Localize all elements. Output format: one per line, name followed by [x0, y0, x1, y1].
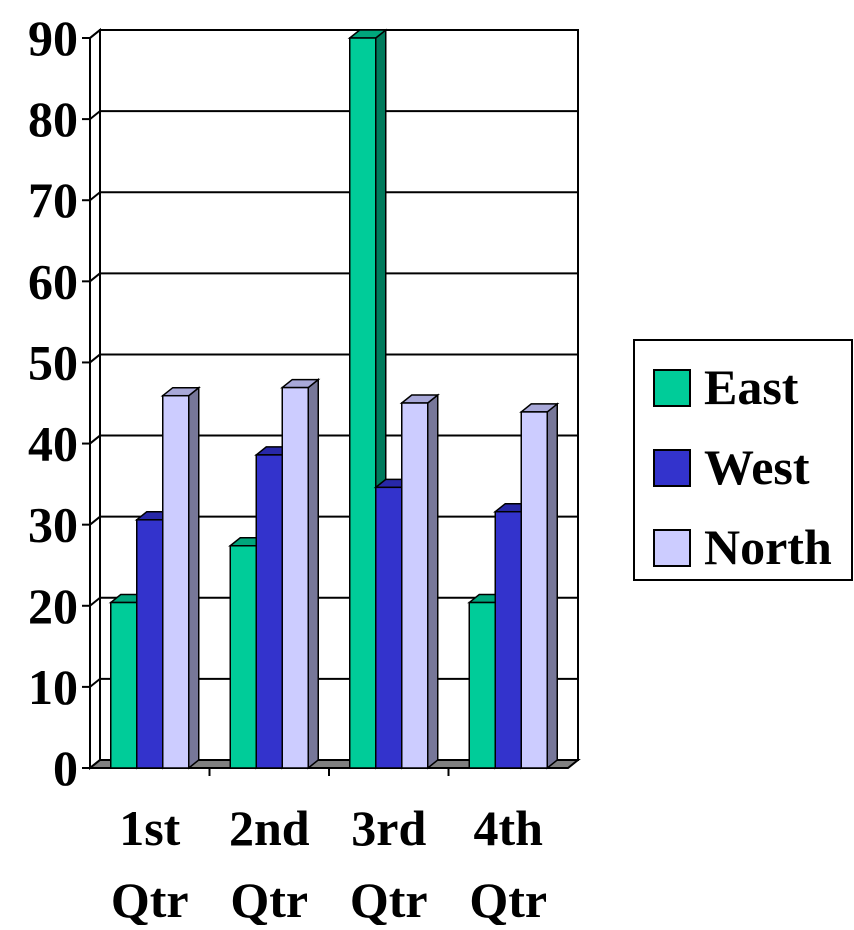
- y-tick-label: 30: [28, 497, 78, 553]
- category-label: 1st: [119, 800, 180, 856]
- category-label: Qtr: [469, 872, 547, 925]
- gridline-side: [89, 29, 101, 39]
- gridline-side: [89, 272, 101, 283]
- bars: [108, 28, 560, 770]
- gridline-side: [89, 678, 101, 688]
- bar-front: [136, 519, 164, 769]
- bar-front: [255, 454, 283, 769]
- legend-swatch-west: [653, 449, 691, 487]
- bar-front: [349, 37, 377, 769]
- legend-swatch-east: [653, 369, 691, 407]
- bar-north-1: [160, 386, 201, 770]
- bar-side: [307, 378, 319, 770]
- category-label: Qtr: [111, 872, 189, 925]
- bar-front: [110, 601, 138, 769]
- y-tick-label: 40: [28, 416, 78, 472]
- bar-front: [401, 402, 429, 769]
- y-tick-label: 0: [53, 740, 78, 796]
- y-tick-label: 60: [28, 253, 78, 309]
- y-tick-label: 70: [28, 172, 78, 228]
- category-label: Qtr: [230, 872, 308, 925]
- bar-front: [281, 386, 309, 769]
- category-label: 2nd: [229, 800, 310, 856]
- bar-side: [427, 393, 439, 770]
- gridline-side: [89, 596, 101, 607]
- bar-front: [494, 510, 522, 769]
- gridline-side: [89, 434, 101, 445]
- gridline-side: [89, 353, 101, 364]
- bar-front: [229, 545, 257, 769]
- y-tick-label: 90: [28, 10, 78, 66]
- legend-label-west: West: [704, 439, 810, 495]
- category-label: Qtr: [350, 872, 428, 925]
- bar-side: [188, 386, 200, 770]
- y-tick-label: 80: [28, 91, 78, 147]
- legend: East West North: [633, 339, 853, 581]
- x-axis-category-labels: 1st Qtr 2nd Qtr 3rd Qtr 4th Qtr: [111, 800, 547, 928]
- bar-front: [375, 486, 403, 769]
- legend-label-north: North: [704, 519, 832, 575]
- y-axis-tick-labels: 0 10 20 30 40 50 60 70 80 90: [28, 10, 78, 796]
- bar-side: [546, 402, 558, 770]
- bar-north-2: [280, 378, 321, 770]
- gridline-side: [89, 515, 101, 526]
- y-tick-label: 20: [28, 578, 78, 634]
- side-wall: [89, 27, 101, 771]
- category-label: 4th: [474, 800, 544, 856]
- bar-north-3: [399, 393, 440, 770]
- legend-label-east: East: [704, 359, 799, 415]
- legend-swatch-north: [653, 529, 691, 567]
- category-label: 3rd: [351, 800, 426, 856]
- bar-front: [520, 411, 548, 769]
- y-tick-label: 50: [28, 334, 78, 390]
- bar-north-4: [519, 402, 560, 770]
- bar-front: [162, 394, 190, 769]
- bar-front: [468, 601, 496, 769]
- gridline-side: [89, 110, 101, 120]
- y-tick-label: 10: [28, 659, 78, 715]
- gridline-side: [89, 191, 101, 202]
